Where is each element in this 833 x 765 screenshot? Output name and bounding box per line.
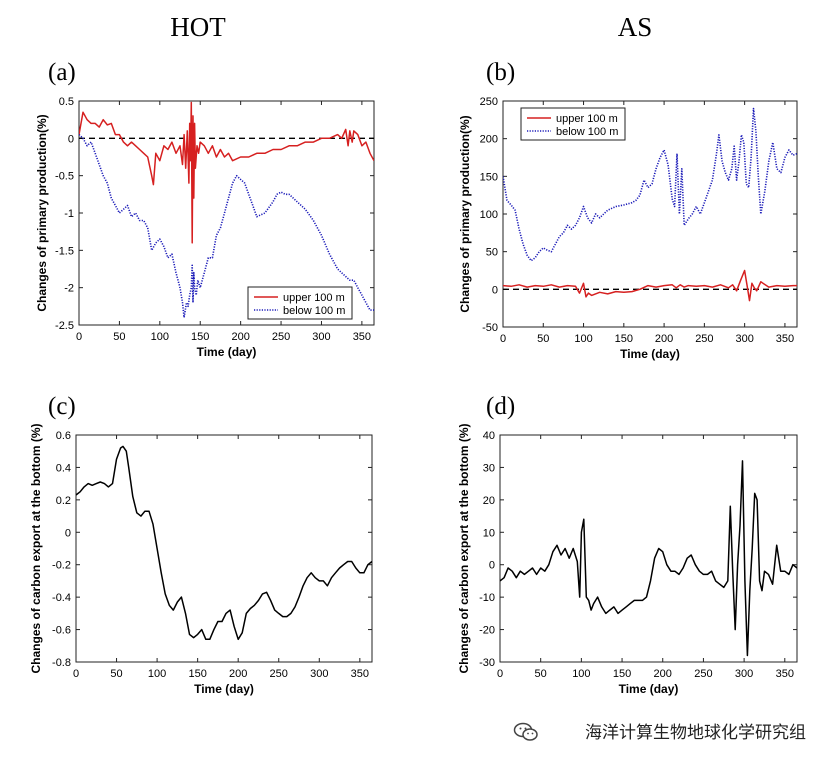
y-tick-label: 0.5 — [59, 96, 74, 108]
x-tick-label: 50 — [535, 668, 547, 680]
panel-label-a: (a) — [48, 59, 76, 86]
x-tick-label: 150 — [188, 668, 206, 680]
x-tick-label: 350 — [353, 331, 371, 343]
y-axis-label: Changes of carbon export at the bottom (… — [29, 423, 43, 673]
y-tick-label: 250 — [480, 96, 498, 108]
x-axis-label: Time (day) — [620, 347, 680, 361]
x-axis-label: Time (day) — [194, 682, 254, 696]
x-axis-label: Time (day) — [619, 682, 679, 696]
legend-entry-label: upper 100 m — [556, 113, 618, 125]
column-title-hot: HOT — [170, 12, 226, 42]
chart-panel-d: (d)0 50 100 150 200 250 300 350403020100-10-20-… — [457, 393, 798, 696]
x-tick-label: 200 — [231, 331, 249, 343]
y-tick-label: 150 — [480, 171, 498, 183]
x-tick-label: 100 — [572, 668, 590, 680]
legend-entry-label: below 100 m — [556, 126, 618, 138]
x-axis-label: Time (day) — [197, 345, 257, 359]
x-tick-label: 300 — [735, 333, 753, 345]
y-tick-label: -0.4 — [52, 592, 71, 604]
x-tick-label: 350 — [776, 333, 794, 345]
x-tick-label: 50 — [113, 331, 125, 343]
legend-entry-label: upper 100 m — [283, 292, 345, 304]
y-tick-label: 100 — [480, 209, 498, 221]
legend-box — [520, 107, 626, 141]
chart-panel-c: (c) 0 50 100 150 200 250 300 350 0.6 0.4 0.2 0 -0.2 -0… — [29, 393, 373, 696]
x-tick-label: 200 — [229, 668, 247, 680]
x-tick-label: 0 — [76, 331, 82, 343]
y-tick-label: -1 — [64, 208, 74, 220]
y-tick-label: -50 — [482, 322, 498, 334]
y-tick-label: -0.6 — [52, 625, 71, 637]
y-tick-label: 0 — [65, 527, 71, 539]
y-tick-label: -0.5 — [55, 171, 74, 183]
y-tick-label: 0 — [492, 284, 498, 296]
plot-frame — [499, 434, 798, 663]
x-tick-label: 100 — [151, 331, 169, 343]
y-tick-label: -20 — [479, 625, 495, 637]
x-tick-label: 250 — [695, 333, 713, 345]
x-tick-label: 150 — [191, 331, 209, 343]
x-tick-label: 50 — [537, 333, 549, 345]
y-tick-label: -2.5 — [55, 320, 74, 332]
y-tick-label: 0 — [489, 560, 495, 572]
x-tick-label: 100 — [148, 668, 166, 680]
x-tick-label: 300 — [310, 668, 328, 680]
y-tick-label: 0.4 — [56, 462, 71, 474]
charts-group: (a)0 50 100 150 200 250 300 3500.50-0.5-1-1.5-2… — [29, 59, 798, 696]
x-tick-label: 350 — [776, 668, 794, 680]
x-tick-label: 250 — [270, 668, 288, 680]
column-title-as: AS — [618, 12, 653, 42]
x-tick-label: 250 — [694, 668, 712, 680]
x-tick-label: 100 — [574, 333, 592, 345]
x-tick-label: 250 — [272, 331, 290, 343]
x-tick-label: 350 — [351, 668, 369, 680]
y-tick-label: -0.8 — [52, 657, 71, 669]
y-tick-label: 0 — [68, 133, 74, 145]
x-tick-label: 150 — [615, 333, 633, 345]
y-tick-label: 0.6 — [56, 430, 71, 442]
panel-label-b: (b) — [486, 59, 515, 86]
y-tick-label: -1.5 — [55, 245, 74, 257]
y-tick-label: 30 — [483, 462, 495, 474]
watermark-text: 海洋计算生物地球化学研究组 — [585, 723, 806, 743]
y-tick-label: 40 — [483, 430, 495, 442]
plot-frame — [75, 434, 373, 663]
wechat-logo-icon — [513, 722, 539, 742]
x-tick-label: 0 — [73, 668, 79, 680]
panel-label-d: (d) — [486, 393, 515, 420]
y-tick-label: -0.2 — [52, 560, 71, 572]
y-tick-label: -10 — [479, 592, 495, 604]
series-line-below-100-m — [503, 107, 797, 262]
y-tick-label: 200 — [480, 134, 498, 146]
chart-panel-b: (b)0 50 100 150 200 250 300 350250200150100500-… — [458, 59, 798, 361]
y-tick-label: 10 — [483, 527, 495, 539]
series-line-carbon-export — [76, 445, 372, 641]
y-tick-label: 0.2 — [56, 495, 71, 507]
y-tick-label: -30 — [479, 657, 495, 669]
x-tick-label: 0 — [497, 668, 503, 680]
x-tick-label: 200 — [654, 668, 672, 680]
x-tick-label: 150 — [613, 668, 631, 680]
y-tick-label: 50 — [486, 247, 498, 259]
y-axis-label: Changes of carbon export at the bottom (… — [457, 423, 471, 673]
y-axis-label: Changes of primary production(%) — [35, 114, 49, 311]
chart-panel-a: (a) 0 50 100 150 200 250 300 350 0.5 0 -0.5 -1 -1.5 -2… — [35, 59, 375, 359]
x-tick-label: 0 — [500, 333, 506, 345]
x-tick-label: 50 — [110, 668, 122, 680]
x-tick-label: 300 — [735, 668, 753, 680]
panel-label-c: (c) — [48, 393, 76, 420]
x-tick-label: 200 — [655, 333, 673, 345]
series-line-carbon-export — [500, 460, 797, 657]
y-axis-label: Changes of primary production(%) — [458, 115, 472, 312]
legend-box — [247, 286, 353, 320]
legend-entry-label: below 100 m — [283, 305, 345, 317]
series-line-upper-100-m — [503, 269, 797, 302]
x-tick-label: 300 — [312, 331, 330, 343]
series-line-upper-100-m — [79, 101, 374, 244]
y-tick-label: 20 — [483, 495, 495, 507]
y-tick-label: -2 — [64, 283, 74, 295]
